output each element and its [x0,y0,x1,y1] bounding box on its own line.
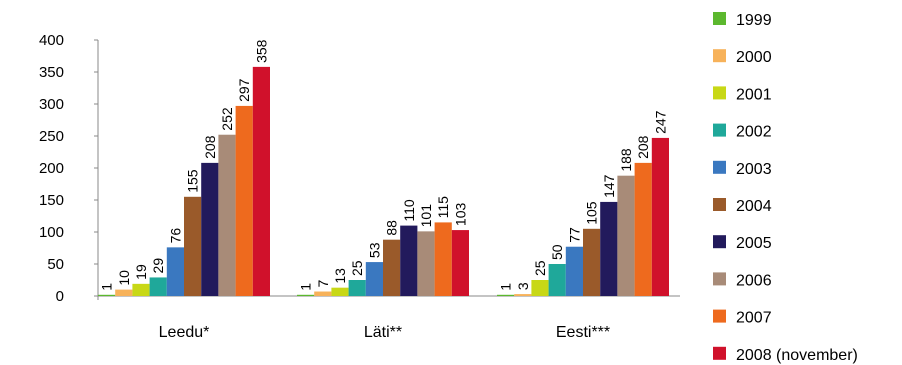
category-label: Eesti*** [556,324,610,341]
data-label: 103 [452,203,468,227]
data-label: 1 [298,283,314,291]
bar [314,291,332,296]
data-label: 115 [435,196,451,219]
legend-label: 2003 [736,161,772,178]
category-label: Leedu* [159,324,210,341]
bar [617,175,635,296]
data-label: 10 [116,270,132,286]
legend-swatch [713,198,726,211]
bars [98,66,669,296]
bar [548,264,566,296]
y-tick-label: 100 [39,224,64,241]
data-label: 247 [652,110,668,134]
legend-label: 2001 [736,86,772,103]
legend-swatch [713,86,726,100]
bar [331,287,349,296]
data-label: 147 [601,174,617,198]
bar [400,225,418,296]
legend-swatch [713,346,726,360]
y-tick-label: 50 [47,256,64,273]
bar [132,283,150,296]
legend-swatch [713,123,726,137]
data-label: 19 [133,264,149,280]
y-tick-label: 300 [39,96,64,113]
legend-label: 2006 [736,272,772,289]
bar [365,262,383,296]
bar [184,196,202,296]
bar [252,66,270,296]
legend-label: 1999 [736,12,772,29]
bar [583,228,601,296]
data-label: 208 [635,135,651,159]
bar [434,222,452,296]
bar [565,246,583,296]
legend-label: 2008 (november) [736,347,858,364]
data-label: 188 [618,148,634,172]
y-tick-label: 0 [56,288,64,305]
bar [149,277,167,296]
data-label: 1 [498,283,514,291]
bar [218,134,236,296]
data-label: 25 [349,260,365,276]
bar [651,137,669,296]
bar [348,280,366,296]
category-label: Läti** [364,324,402,341]
legend-label: 2002 [736,124,772,141]
data-label: 297 [236,78,252,102]
y-tick-label: 250 [39,128,64,145]
data-label: 110 [401,199,417,222]
data-label: 50 [549,244,565,260]
data-label: 105 [584,201,600,225]
data-label: 155 [185,169,201,193]
bar [451,230,469,296]
bar [383,239,401,296]
y-tick-label: 200 [39,160,64,177]
data-label: 88 [384,220,400,236]
bar [166,247,184,296]
legend-label: 2004 [736,198,772,215]
data-label: 77 [566,227,582,243]
bar [600,201,618,296]
data-label: 1 [99,283,115,291]
data-label: 25 [532,260,548,276]
legend-swatch [713,309,726,323]
data-label: 252 [219,107,235,131]
data-label: 101 [418,204,434,228]
legend-label: 2007 [736,310,772,327]
bar [417,231,435,296]
category-labels: Leedu* Läti** Eesti*** [159,324,610,341]
bar [531,280,549,296]
legend: 1999 2000 2001 2002 2003 2004 2005 2006 2007 2008… [713,12,858,364]
data-label: 7 [315,280,331,288]
legend-swatch [713,272,726,286]
bar [201,162,219,296]
data-label: 13 [332,268,348,284]
data-label: 358 [253,39,269,63]
bar [634,162,652,296]
legend-label: 2000 [736,49,772,66]
legend-swatch [713,160,726,174]
bar [98,294,116,296]
data-label: 53 [366,242,382,258]
bar [497,294,515,296]
y-tick-label: 150 [39,192,64,209]
y-tick-label: 400 [39,32,64,49]
y-tick-label: 350 [39,64,64,81]
legend-swatch [713,235,726,249]
bar [514,294,532,296]
bar [235,105,253,296]
legend-swatch [713,49,726,63]
bar [115,289,133,296]
data-label: 29 [150,258,166,274]
legend-swatch [713,12,726,25]
bar [297,294,315,296]
data-label: 76 [167,228,183,244]
data-label: 208 [202,135,218,159]
legend-label: 2005 [736,235,772,252]
data-label: 3 [515,282,531,290]
